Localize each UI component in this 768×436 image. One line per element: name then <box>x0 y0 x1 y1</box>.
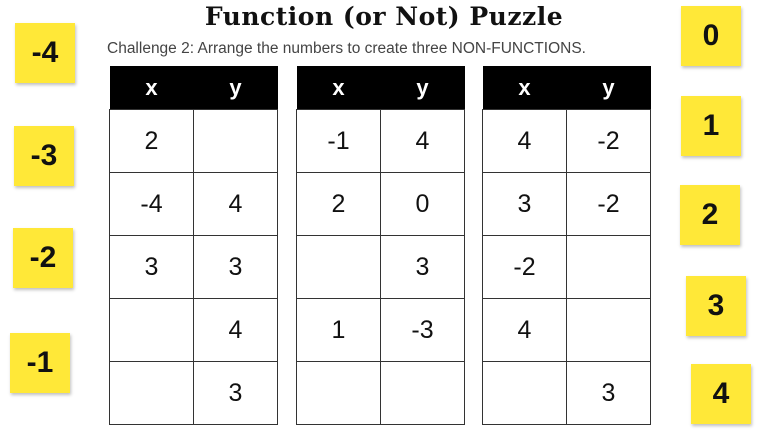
header-y: y <box>566 66 651 110</box>
x-cell[interactable] <box>296 235 381 299</box>
x-cell[interactable]: 4 <box>482 109 567 173</box>
number-sticky-left[interactable]: -3 <box>14 126 74 186</box>
number-sticky-right[interactable]: 1 <box>681 96 741 156</box>
x-cell[interactable]: -1 <box>296 109 381 173</box>
y-cell[interactable]: -2 <box>566 172 651 236</box>
y-cell[interactable] <box>566 298 651 362</box>
y-cell[interactable]: 3 <box>380 235 465 299</box>
x-cell[interactable]: 4 <box>482 298 567 362</box>
y-cell[interactable]: 4 <box>380 109 465 173</box>
table-row: 4 <box>109 298 278 362</box>
number-sticky-right[interactable]: 2 <box>680 185 740 245</box>
xy-table-2: x y -1 4 2 0 3 1 -3 <box>296 66 465 425</box>
x-cell[interactable]: 3 <box>482 172 567 236</box>
y-cell[interactable]: 3 <box>193 235 278 299</box>
header-x: x <box>482 66 567 110</box>
xy-table-3: x y 4 -2 3 -2 -2 4 3 <box>482 66 651 425</box>
number-sticky-left[interactable]: -4 <box>15 23 75 83</box>
x-cell[interactable] <box>109 361 194 425</box>
y-cell[interactable] <box>193 109 278 173</box>
x-cell[interactable]: 3 <box>109 235 194 299</box>
x-cell[interactable] <box>296 361 381 425</box>
x-cell[interactable] <box>109 298 194 362</box>
table-row: 4 <box>482 298 651 362</box>
header-x: x <box>296 66 381 110</box>
y-cell[interactable] <box>380 361 465 425</box>
table-row: 3 <box>296 235 465 299</box>
x-cell[interactable]: 2 <box>109 109 194 173</box>
table-row: 3 -2 <box>482 172 651 236</box>
table-row: 4 -2 <box>482 109 651 173</box>
header-y: y <box>193 66 278 110</box>
y-cell[interactable]: 4 <box>193 172 278 236</box>
x-cell[interactable]: 2 <box>296 172 381 236</box>
y-cell[interactable]: -3 <box>380 298 465 362</box>
table-row: 3 <box>482 361 651 425</box>
table-row: 2 <box>109 109 278 173</box>
y-cell[interactable]: 0 <box>380 172 465 236</box>
y-cell[interactable] <box>566 235 651 299</box>
number-sticky-right[interactable]: 3 <box>686 276 746 336</box>
table-row: 3 <box>109 361 278 425</box>
table-row: -4 4 <box>109 172 278 236</box>
table-row <box>296 361 465 425</box>
y-cell[interactable]: 3 <box>566 361 651 425</box>
x-cell[interactable] <box>482 361 567 425</box>
xy-table-1: x y 2 -4 4 3 3 4 3 <box>109 66 278 425</box>
puzzle-title: Function (or Not) Puzzle <box>204 2 564 31</box>
header-y: y <box>380 66 465 110</box>
y-cell[interactable]: 4 <box>193 298 278 362</box>
x-cell[interactable]: -2 <box>482 235 567 299</box>
table-row: -1 4 <box>296 109 465 173</box>
number-sticky-left[interactable]: -1 <box>10 333 70 393</box>
y-cell[interactable]: -2 <box>566 109 651 173</box>
x-cell[interactable]: 1 <box>296 298 381 362</box>
table-row: 1 -3 <box>296 298 465 362</box>
header-x: x <box>109 66 194 110</box>
table-row: -2 <box>482 235 651 299</box>
challenge-instructions: Challenge 2: Arrange the numbers to crea… <box>107 40 586 57</box>
number-sticky-right[interactable]: 0 <box>681 6 741 66</box>
number-sticky-right[interactable]: 4 <box>691 364 751 424</box>
x-cell[interactable]: -4 <box>109 172 194 236</box>
number-sticky-left[interactable]: -2 <box>13 228 73 288</box>
y-cell[interactable]: 3 <box>193 361 278 425</box>
